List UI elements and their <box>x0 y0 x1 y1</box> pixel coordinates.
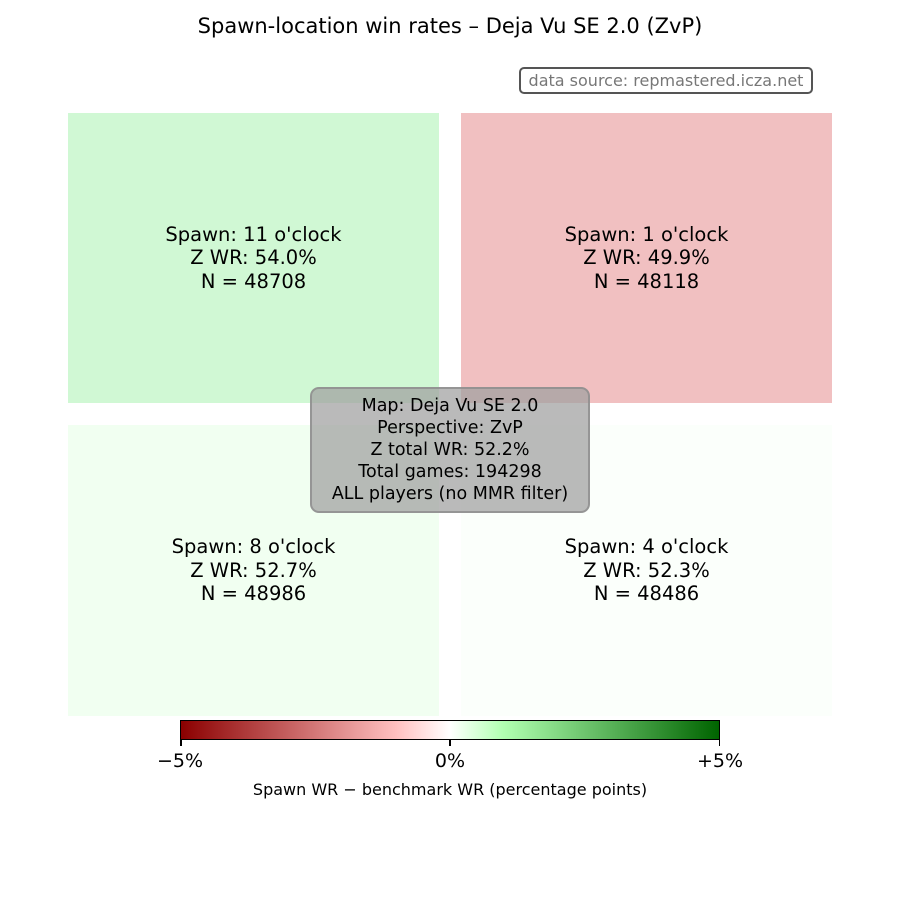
heatmap-cell-4-oclock: Spawn: 4 o'clock Z WR: 52.3% N = 48486 <box>461 425 832 716</box>
chart-title: Spawn-location win rates – Deja Vu SE 2.… <box>197 14 703 38</box>
win-rate-label: Z WR: 49.9% <box>583 246 710 270</box>
colorbar-tick-max <box>718 740 720 746</box>
summary-total-wr: Z total WR: 52.2% <box>370 440 530 460</box>
colorbar-tick-label-max: +5% <box>696 750 744 772</box>
data-source-note: data source: repmastered.icza.net <box>519 67 813 94</box>
games-count-label: N = 48118 <box>593 269 700 293</box>
colorbar-tick-zero <box>449 740 451 746</box>
colorbar-label: Spawn WR − benchmark WR (percentage poin… <box>252 780 648 799</box>
map-summary-box: Map: Deja Vu SE 2.0 Perspective: ZvP Z t… <box>310 387 590 513</box>
spawn-label: Spawn: 4 o'clock <box>564 535 729 559</box>
win-rate-label: Z WR: 54.0% <box>190 246 317 270</box>
spawn-label: Spawn: 1 o'clock <box>564 222 729 246</box>
win-rate-label: Z WR: 52.7% <box>190 558 317 582</box>
colorbar-tick-min <box>180 740 182 746</box>
spawn-label: Spawn: 11 o'clock <box>165 222 342 246</box>
games-count-label: N = 48486 <box>593 582 700 606</box>
heatmap-cell-1-oclock: Spawn: 1 o'clock Z WR: 49.9% N = 48118 <box>461 113 832 403</box>
win-rate-label: Z WR: 52.3% <box>583 558 710 582</box>
games-count-label: N = 48708 <box>200 269 307 293</box>
summary-total-games: Total games: 194298 <box>358 462 542 482</box>
games-count-label: N = 48986 <box>200 582 307 606</box>
heatmap-cell-11-oclock: Spawn: 11 o'clock Z WR: 54.0% N = 48708 <box>68 113 439 403</box>
colorbar-tick-label-zero: 0% <box>434 750 466 772</box>
colorbar-tick-label-min: −5% <box>156 750 204 772</box>
summary-perspective: Perspective: ZvP <box>377 418 523 438</box>
spawn-label: Spawn: 8 o'clock <box>171 535 336 559</box>
summary-map-name: Map: Deja Vu SE 2.0 <box>361 396 539 416</box>
summary-player-filter: ALL players (no MMR filter) <box>331 484 569 504</box>
colorbar <box>180 720 720 740</box>
